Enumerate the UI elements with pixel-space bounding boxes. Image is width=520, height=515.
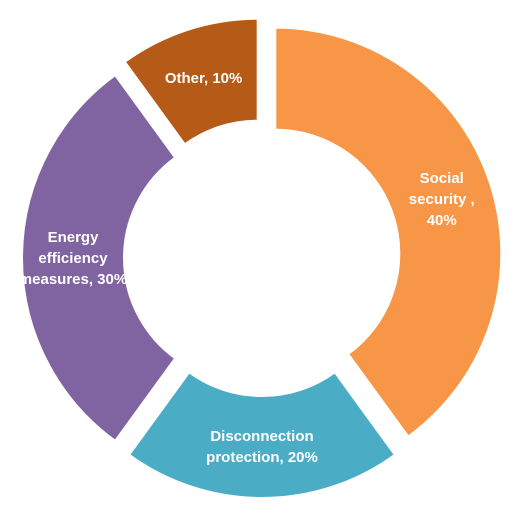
data-label: Social security , 40% [408, 170, 475, 230]
data-label: Other, 10% [164, 69, 243, 87]
donut-segment [21, 73, 177, 443]
data-label: Disconnection protection, 20% [206, 428, 318, 466]
donut-segment [123, 17, 259, 146]
data-label-box: Disconnection protection, 20% [206, 428, 318, 466]
data-label: Energy efficiency measures, 30% [18, 228, 128, 288]
donut-segment [127, 370, 397, 499]
data-label-box: Energy efficiency measures, 30% [18, 228, 128, 288]
data-label-box: Social security , 40% [408, 170, 475, 230]
data-label-box: Other, 10% [164, 69, 243, 87]
donut-segment [274, 26, 503, 438]
